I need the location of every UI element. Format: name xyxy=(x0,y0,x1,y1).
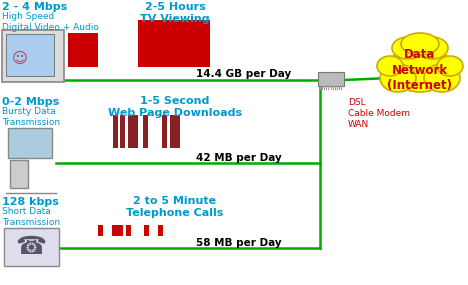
Text: 42 MB per Day: 42 MB per Day xyxy=(196,153,282,163)
Bar xyxy=(170,115,180,148)
Bar xyxy=(112,225,123,236)
Text: 128 kbps: 128 kbps xyxy=(2,197,59,207)
Bar xyxy=(128,115,138,148)
Bar xyxy=(8,128,52,158)
Text: Bursty Data
Transmission: Bursty Data Transmission xyxy=(2,107,60,127)
Bar xyxy=(4,228,59,266)
Text: DSL
Cable Modem
WAN: DSL Cable Modem WAN xyxy=(348,98,410,129)
Text: 2 to 5 Minute
Telephone Calls: 2 to 5 Minute Telephone Calls xyxy=(126,196,224,218)
Ellipse shape xyxy=(424,64,460,92)
Text: Data
Network
(Internet): Data Network (Internet) xyxy=(388,48,453,91)
Text: 2 - 4 Mbps: 2 - 4 Mbps xyxy=(2,2,67,12)
Text: 58 MB per Day: 58 MB per Day xyxy=(196,238,282,248)
Bar xyxy=(143,115,148,148)
Bar xyxy=(10,160,28,188)
Bar xyxy=(318,72,344,86)
Text: High Speed
Digital Video + Audio: High Speed Digital Video + Audio xyxy=(2,12,99,32)
Bar xyxy=(120,115,125,148)
Bar xyxy=(162,115,167,148)
Bar xyxy=(144,225,149,236)
Text: ☺: ☺ xyxy=(12,50,28,66)
Ellipse shape xyxy=(401,33,439,55)
Bar xyxy=(126,225,131,236)
Bar xyxy=(113,115,118,148)
Bar xyxy=(98,225,103,236)
Ellipse shape xyxy=(380,64,416,92)
Text: ☎: ☎ xyxy=(15,235,46,259)
Text: 14.4 GB per Day: 14.4 GB per Day xyxy=(196,69,291,79)
Bar xyxy=(68,33,98,67)
Bar xyxy=(2,30,64,82)
Bar xyxy=(138,20,210,67)
Text: Short Data
Transmission: Short Data Transmission xyxy=(2,207,60,227)
Text: 0-2 Mbps: 0-2 Mbps xyxy=(2,97,59,107)
Ellipse shape xyxy=(392,37,424,59)
Ellipse shape xyxy=(416,37,448,59)
Bar xyxy=(158,225,163,236)
Ellipse shape xyxy=(389,44,451,92)
Bar xyxy=(6,34,54,76)
Ellipse shape xyxy=(437,56,463,76)
Ellipse shape xyxy=(377,56,403,76)
Text: 1-5 Second
Web Page Downloads: 1-5 Second Web Page Downloads xyxy=(108,96,242,118)
Text: 2-5 Hours
TV Viewing: 2-5 Hours TV Viewing xyxy=(140,2,210,25)
